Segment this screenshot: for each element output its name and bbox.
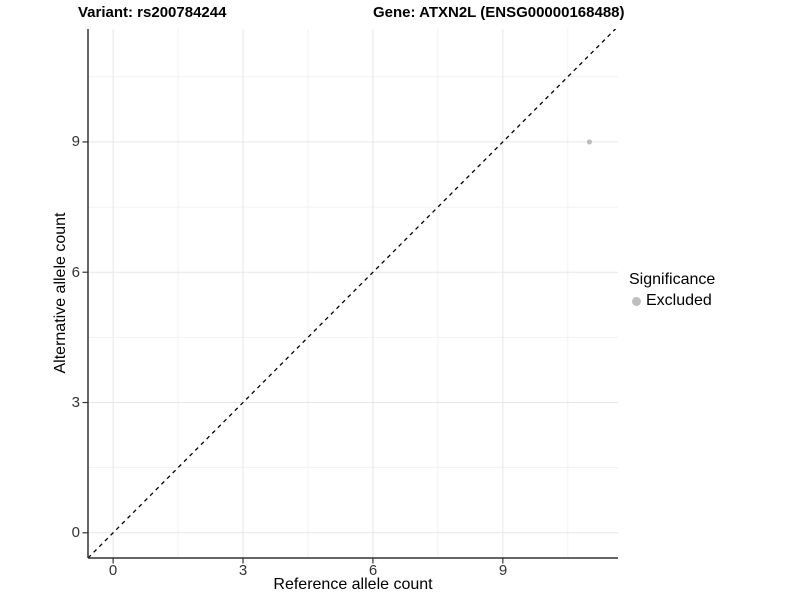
- y-tick-label-3: 3: [71, 394, 80, 411]
- data-point: [586, 139, 593, 145]
- x-tick-label-0: 0: [108, 562, 118, 579]
- x-tick-label-6: 6: [368, 562, 378, 579]
- y-tick-label-6: 6: [71, 264, 80, 281]
- x-tick-label-3: 3: [238, 562, 248, 579]
- legend-title: Significance: [629, 271, 716, 288]
- legend-entry-label: Excluded: [646, 292, 712, 309]
- legend-key-dot-icon: [632, 296, 641, 306]
- legend-entry-excluded: Excluded: [632, 292, 712, 310]
- x-axis-title: Reference allele count: [273, 576, 433, 593]
- y-axis-title: Alternative allele count: [52, 212, 69, 374]
- y-tick-label-9: 9: [71, 133, 80, 150]
- panel-content: [88, 29, 618, 558]
- identity-reference-line: [88, 29, 617, 558]
- y-tick-label-0: 0: [71, 524, 80, 541]
- plot-title-gene: Gene: ATXN2L (ENSG00000168488): [373, 4, 625, 21]
- plot-title-variant: Variant: rs200784244: [78, 4, 227, 21]
- x-tick-label-9: 9: [498, 562, 508, 579]
